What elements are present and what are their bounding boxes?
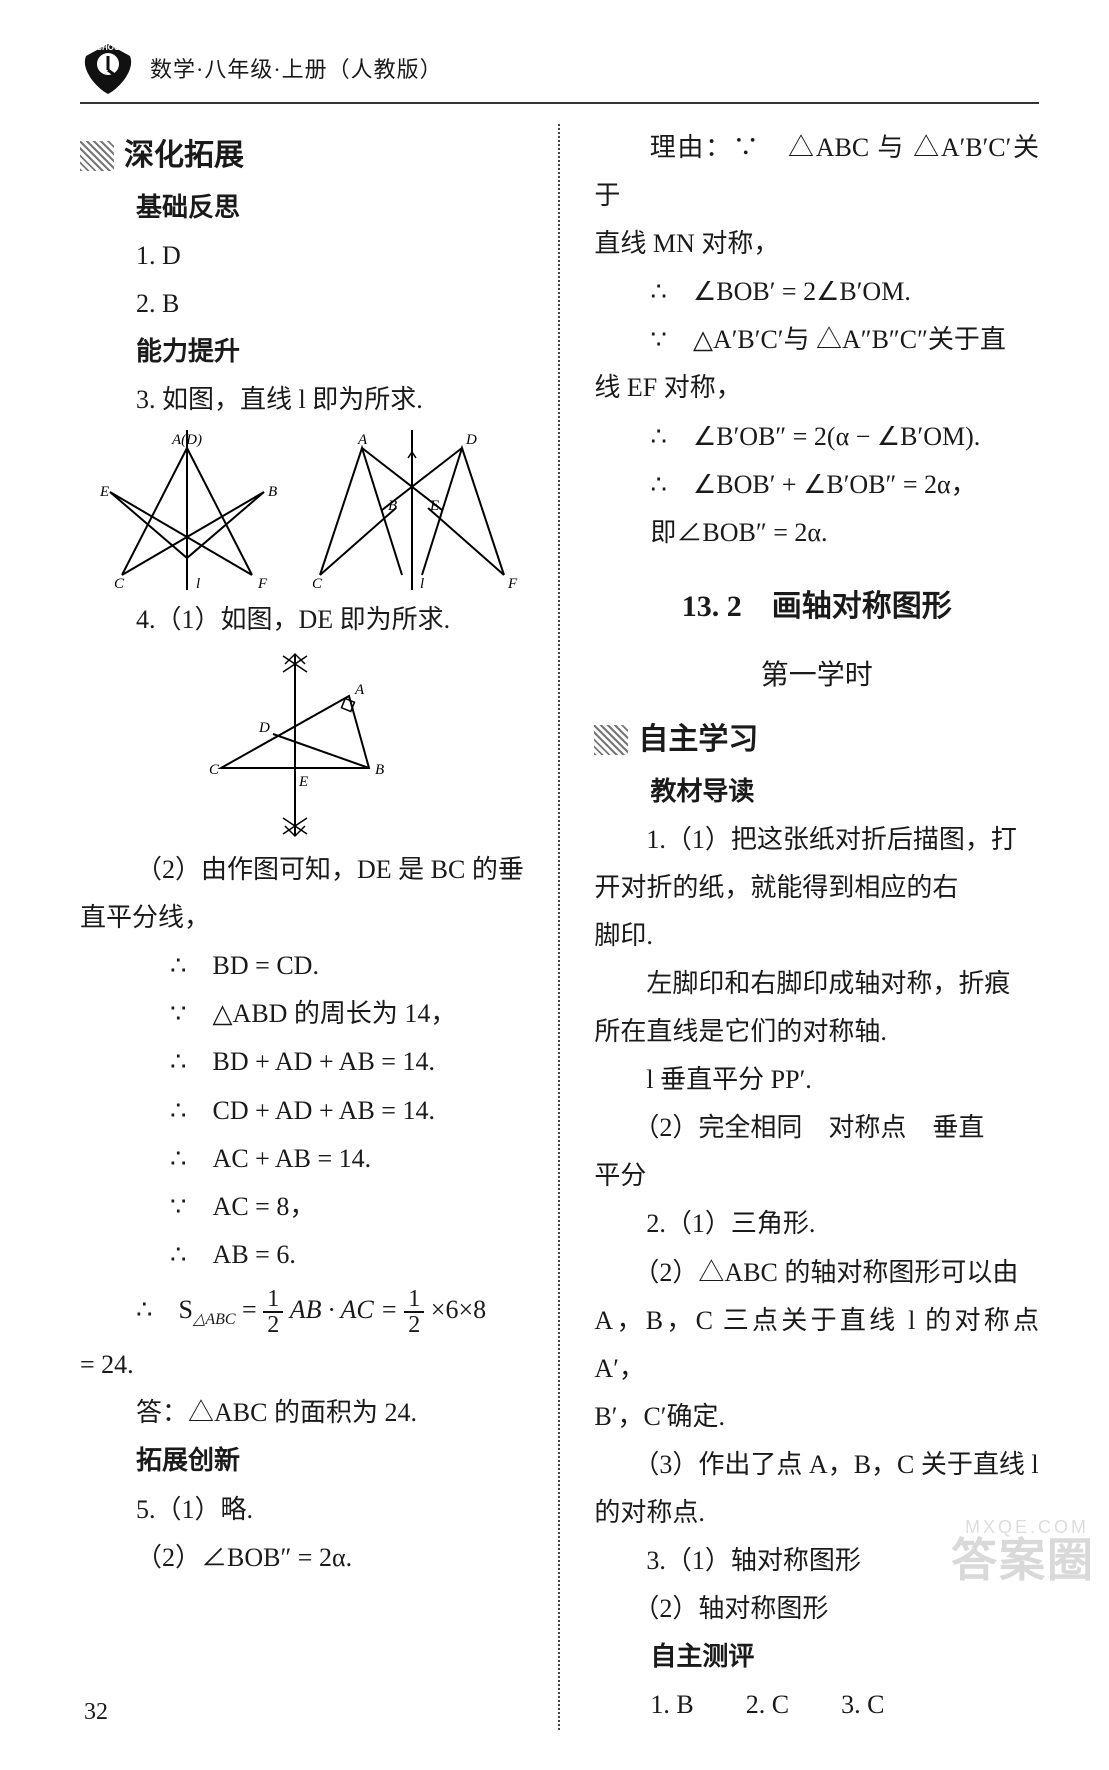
section-title-left: 深化拓展 <box>124 128 244 184</box>
svg-text:A: A <box>357 432 368 448</box>
text-line: 所在直线是它们的对称轴. <box>594 1008 1039 1056</box>
answer-line: 2. B <box>80 280 534 328</box>
svg-text:D: D <box>465 432 477 448</box>
svg-text:B: B <box>388 498 397 514</box>
hatch-marker <box>594 725 628 755</box>
subheading: 教材导读 <box>594 768 1039 816</box>
svg-text:D: D <box>258 720 270 736</box>
svg-text:B: B <box>375 762 384 778</box>
figure-row-q3: A(D) E B C F l A D B <box>80 430 534 590</box>
question-line: （2）∠BOB″ = 2α. <box>80 1534 534 1582</box>
school-logo: SCHOOL <box>80 40 136 96</box>
page-header: SCHOOL 数学·八年级·上册（人教版） <box>80 40 1039 104</box>
text-line: （2）由作图可知，DE 是 BC 的垂 <box>80 846 534 894</box>
watermark-main: 答案圈 <box>951 1524 1095 1590</box>
figure-triangle-de: A D C B E <box>187 650 427 840</box>
subheading: 能力提升 <box>80 328 534 376</box>
text-line: （2）△ABC 的轴对称图形可以由 <box>594 1249 1039 1297</box>
figure-row-q4: A D C B E <box>80 650 534 840</box>
text-line: 线 EF 对称， <box>594 364 1039 412</box>
question-line: 5.（1）略. <box>80 1486 534 1534</box>
answer-text: 答：△ABC 的面积为 24. <box>80 1389 534 1437</box>
svg-text:l: l <box>196 576 200 590</box>
svg-text:E: E <box>99 484 109 500</box>
text-line: 直平分线， <box>80 894 534 942</box>
column-divider <box>558 124 560 1730</box>
right-column: 理由：∵ △ABC 与 △A′B′C′关于 直线 MN 对称， ∴ ∠BOB′ … <box>576 124 1039 1730</box>
text-line: 左脚印和右脚印成轴对称，折痕 <box>594 960 1039 1008</box>
svg-text:C: C <box>312 576 323 590</box>
proof-line: ∴ ∠BOB′ + ∠B′OB″ = 2α， <box>594 461 1039 509</box>
proof-line: ∴ ∠BOB′ = 2∠B′OM. <box>594 268 1039 316</box>
area-end: = 24. <box>80 1341 534 1389</box>
chapter-title: 13. 2 画轴对称图形 <box>594 579 1039 635</box>
text-line: A，B，C 三点关于直线 l 的对称点 A′， <box>594 1297 1039 1393</box>
text-line: 2.（1）三角形. <box>594 1200 1039 1248</box>
subheading: 拓展创新 <box>80 1437 534 1485</box>
text-line: 开对折的纸，就能得到相应的右 <box>594 864 1039 912</box>
lesson-title: 第一学时 <box>594 650 1039 702</box>
figure-star-1: A(D) E B C F l <box>92 430 282 590</box>
proof-line: ∴ BD = CD. <box>80 942 534 990</box>
svg-text:A: A <box>354 682 365 698</box>
question-line: 3. 如图，直线 l 即为所求. <box>80 376 534 424</box>
text-line: l 垂直平分 PP′. <box>594 1056 1039 1104</box>
proof-line: ∵ △ABD 的周长为 14， <box>80 990 534 1038</box>
proof-line: ∴ AB = 6. <box>80 1231 534 1279</box>
svg-text:F: F <box>507 576 518 590</box>
proof-line: ∵ AC = 8， <box>80 1183 534 1231</box>
svg-text:E: E <box>298 774 308 790</box>
text-line: 直线 MN 对称， <box>594 220 1039 268</box>
proof-line: ∴ BD + AD + AB = 14. <box>80 1038 534 1086</box>
proof-line: ∵ △A′B′C′与 △A″B″C″关于直 <box>594 316 1039 364</box>
subheading: 自主测评 <box>594 1633 1039 1681</box>
text-line: （2）完全相同 对称点 垂直 <box>594 1104 1039 1152</box>
svg-text:F: F <box>257 576 268 590</box>
proof-line: ∴ CD + AD + AB = 14. <box>80 1087 534 1135</box>
figure-star-2: A D B E C F l <box>302 430 522 590</box>
hatch-marker <box>80 141 114 171</box>
text-line: B′，C′确定. <box>594 1393 1039 1441</box>
question-line: 4.（1）如图，DE 即为所求. <box>80 596 534 644</box>
subheading: 基础反思 <box>80 184 534 232</box>
answer-line: 1. D <box>80 232 534 280</box>
proof-line: ∴ ∠B′OB″ = 2(α − ∠B′OM). <box>594 413 1039 461</box>
svg-text:C: C <box>114 576 125 590</box>
text-line: 1.（1）把这张纸对折后描图，打 <box>594 816 1039 864</box>
svg-text:SCHOOL: SCHOOL <box>91 43 125 52</box>
section-title-right: 自主学习 <box>638 712 758 768</box>
svg-text:A(D): A(D) <box>171 432 202 448</box>
text-line: （3）作出了点 A，B，C 关于直线 l <box>594 1441 1039 1489</box>
area-line: ∴ S△ABC = 12 AB · AC = 12 ×6×8 <box>80 1279 534 1341</box>
left-column: 深化拓展 基础反思 1. D 2. B 能力提升 3. 如图，直线 l 即为所求… <box>80 124 542 1730</box>
svg-text:C: C <box>209 762 220 778</box>
answer-line: 1. B 2. C 3. C <box>594 1681 1039 1729</box>
text-line: 平分 <box>594 1152 1039 1200</box>
text-line: 脚印. <box>594 912 1039 960</box>
svg-text:B: B <box>268 484 277 500</box>
proof-line: ∴ AC + AB = 14. <box>80 1135 534 1183</box>
header-title: 数学·八年级·上册（人教版） <box>150 52 443 84</box>
text-line: 理由：∵ △ABC 与 △A′B′C′关于 <box>594 124 1039 220</box>
page-number: 32 <box>84 1699 108 1726</box>
svg-text:E: E <box>429 498 439 514</box>
proof-line: 即∠BOB″ = 2α. <box>594 509 1039 557</box>
text-line: （2）轴对称图形 <box>594 1585 1039 1633</box>
svg-text:l: l <box>420 576 424 590</box>
